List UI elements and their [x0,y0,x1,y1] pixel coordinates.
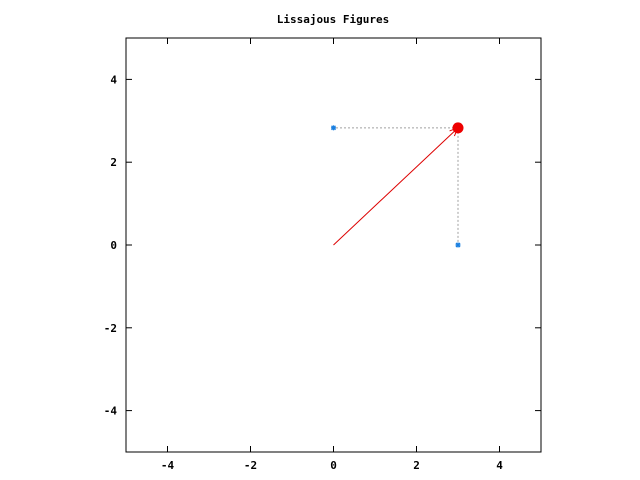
tip-point [452,122,464,134]
chart-title: Lissajous Figures [277,13,390,26]
projection-point [331,125,336,131]
x-tick-label: 4 [496,459,503,472]
y-tick-label: -4 [104,405,118,418]
x-tick-label: 2 [413,459,420,472]
y-tick-label: -2 [104,322,117,335]
y-tick-label: 0 [110,239,117,252]
vector-line [333,127,459,246]
projection-point [455,242,461,248]
x-tick-label: 0 [330,459,337,472]
y-tick-label: 2 [110,156,117,169]
x-tick-label: -2 [244,459,257,472]
x-tick-label: -4 [161,459,175,472]
y-tick-label: 4 [110,73,117,86]
